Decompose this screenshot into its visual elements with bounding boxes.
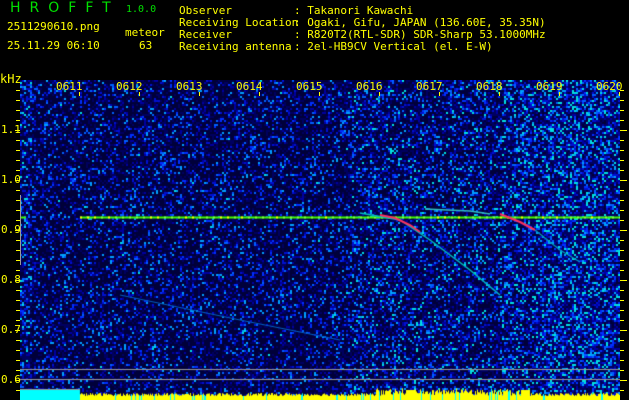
x-tick-label: 0615 (296, 80, 323, 93)
app-title: HROFFT (10, 0, 120, 16)
meteor-count: 63 (139, 39, 153, 52)
x-tick-label: 0611 (56, 80, 83, 93)
spectrogram (20, 80, 620, 400)
meteor-label: meteor (125, 26, 165, 39)
y-tick-label: 0.6 (1, 373, 21, 386)
info-label: Receiving antenna (179, 40, 292, 53)
y-tick-label: 0.7 (1, 323, 21, 336)
x-tick-label: 0612 (116, 80, 143, 93)
info-label: Receiving Location (179, 16, 299, 29)
filename-label: 2511290610.png (7, 20, 100, 33)
y-tick-label: 1.1 (1, 123, 21, 136)
info-label: Observer (179, 4, 232, 17)
y-tick-label: 1.0 (1, 173, 21, 186)
info-label: Receiver (179, 28, 232, 41)
info-value: : 2el-HB9CV Vertical (el. E-W) (294, 40, 493, 53)
info-value: : R820T2(RTL-SDR) SDR-Sharp 53.1000MHz (294, 28, 546, 41)
x-tick-label: 0620 (596, 80, 623, 93)
x-tick-label: 0618 (476, 80, 503, 93)
y-tick-label: 0.9 (1, 223, 21, 236)
x-tick-label: 0613 (176, 80, 203, 93)
info-value: : Ogaki, Gifu, JAPAN (136.60E, 35.35N) (294, 16, 546, 29)
version-label: 1.0.0 (126, 4, 157, 15)
info-value: : Takanori Kawachi (294, 4, 414, 17)
y-axis-label: kHz (0, 72, 22, 86)
y-tick-label: 0.8 (1, 273, 21, 286)
datetime-label: 25.11.29 06:10 (7, 39, 100, 52)
x-tick-label: 0614 (236, 80, 263, 93)
x-tick-label: 0617 (416, 80, 443, 93)
x-tick-label: 0619 (536, 80, 563, 93)
x-tick-label: 0616 (356, 80, 383, 93)
